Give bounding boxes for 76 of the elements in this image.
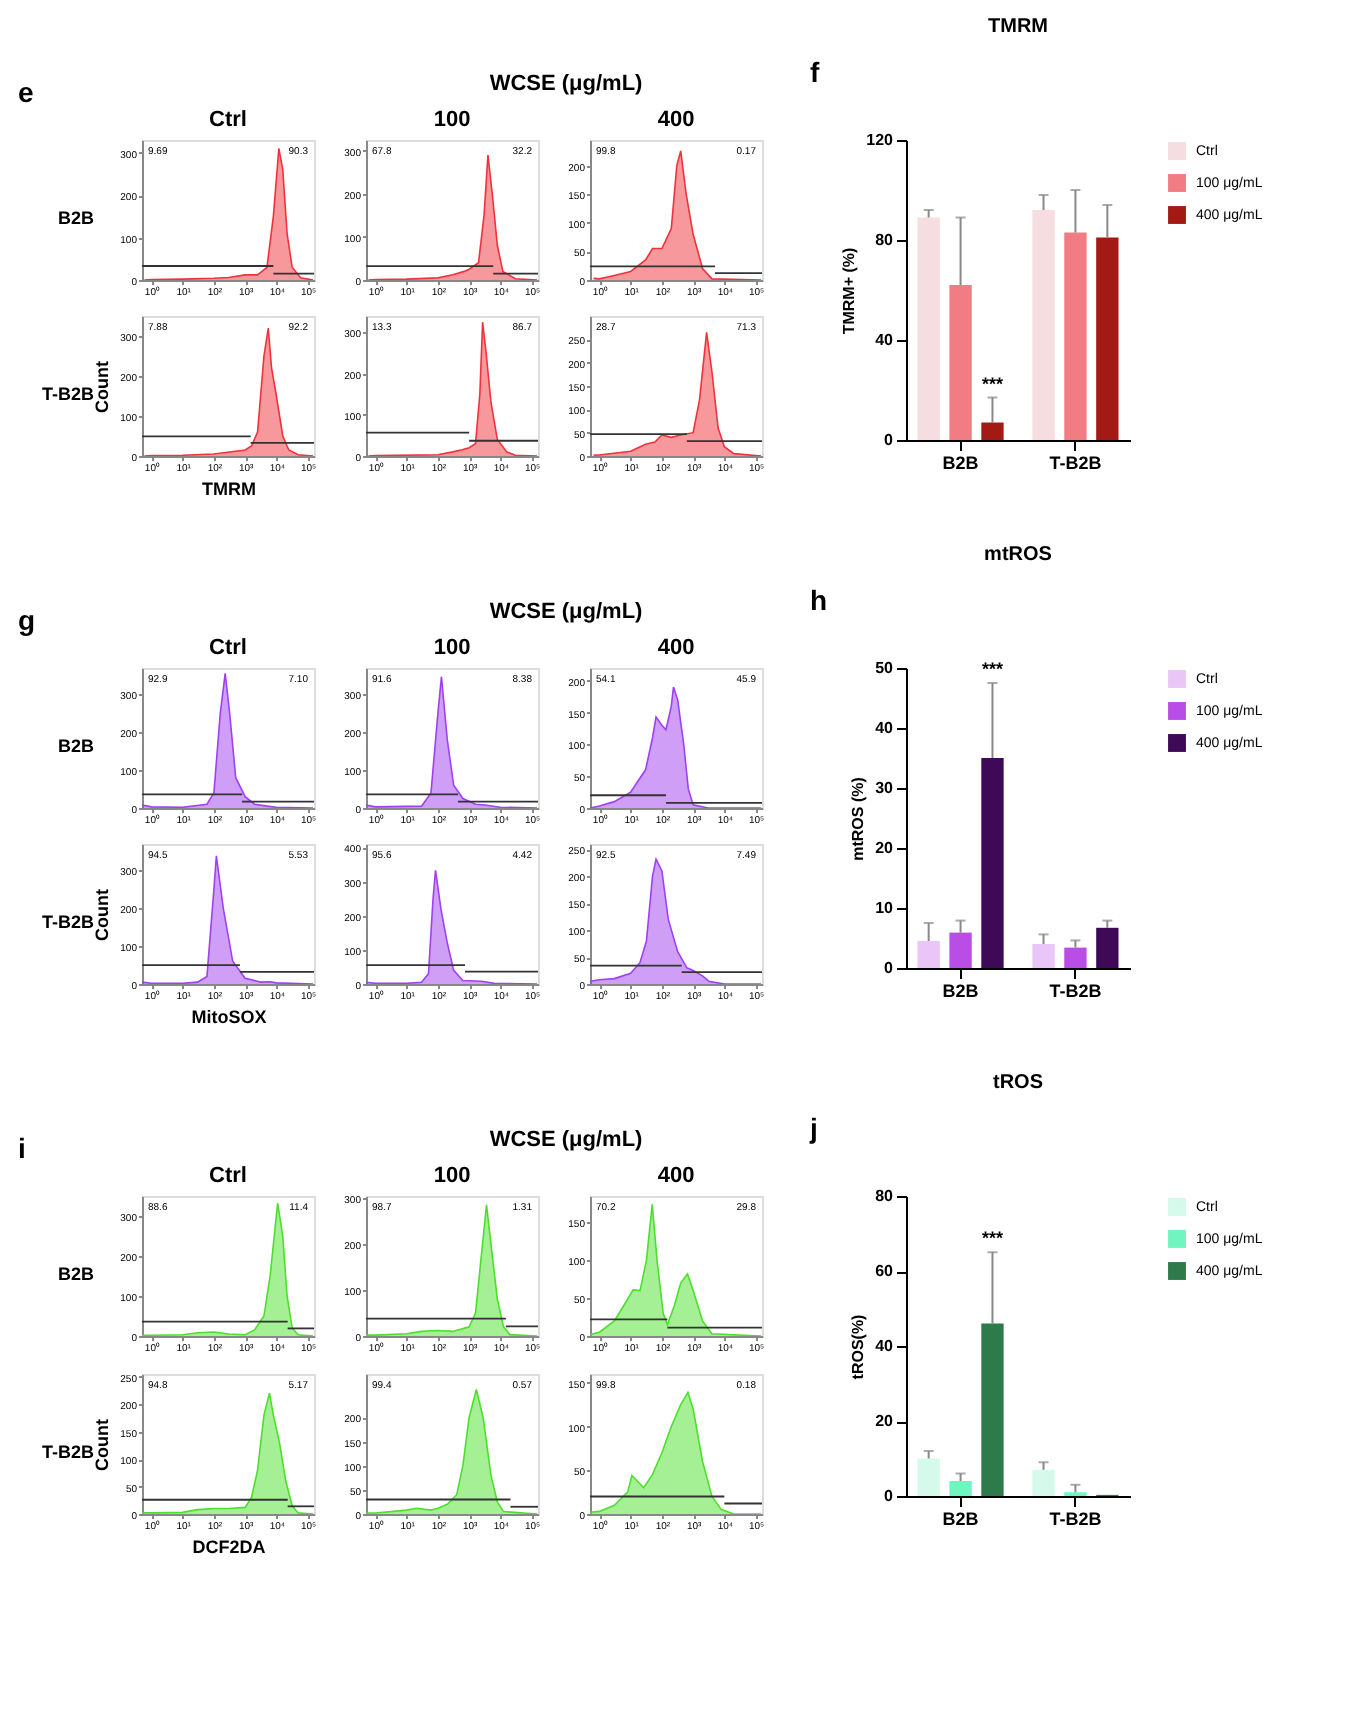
chart-title: mtROS	[984, 544, 1053, 566]
y-axis-title: Count	[92, 889, 113, 941]
bar	[1096, 927, 1119, 968]
annotation: ***	[981, 1228, 1004, 1249]
text: i	[18, 1132, 26, 1164]
annotation: ***	[981, 373, 1004, 394]
y-axis-title: tROS(%)	[849, 1313, 868, 1380]
y-tick-label: 80	[875, 231, 895, 249]
chart-subtitle: WCSE (μg/mL)	[489, 600, 644, 624]
text: T-B2B	[41, 384, 95, 404]
chart-title: 400	[657, 636, 695, 660]
chart-title: 100	[433, 636, 471, 660]
x-axis-title: TMRM	[202, 479, 256, 499]
x-tick-label: T-B2B	[1049, 1509, 1103, 1529]
bar	[917, 941, 940, 968]
chart-title: 100	[433, 108, 471, 132]
bar	[949, 932, 972, 968]
chart-title: Ctrl	[209, 108, 247, 132]
bar	[1064, 947, 1087, 968]
y-tick-label: 40	[875, 1337, 895, 1355]
x-tick-label: T-B2B	[1049, 453, 1103, 473]
y-tick-label: 0	[884, 959, 895, 977]
bar	[949, 285, 972, 440]
chart-title: 400	[657, 108, 695, 132]
y-tick-label: 0	[884, 1487, 895, 1505]
chart-title: Ctrl	[209, 636, 247, 660]
text: e	[18, 76, 34, 108]
chart-subtitle: WCSE (μg/mL)	[489, 1128, 644, 1152]
y-tick-label: 10	[875, 899, 895, 917]
bar	[917, 1458, 940, 1496]
chart-title: 100	[433, 1164, 471, 1188]
bar	[1096, 237, 1119, 440]
y-tick-label: 60	[875, 1262, 895, 1280]
bar	[917, 217, 940, 440]
y-axis-title: Count	[92, 361, 113, 413]
text: h	[810, 584, 828, 616]
x-axis-title: MitoSOX	[191, 1007, 267, 1027]
y-tick-label: 30	[875, 779, 895, 797]
text: g	[18, 604, 36, 636]
y-axis-title: mtROS (%)	[849, 776, 868, 861]
chart-title: TMRM	[988, 16, 1048, 38]
bar	[1032, 1469, 1055, 1496]
y-tick-label: 40	[875, 719, 895, 737]
bar	[981, 422, 1004, 440]
chart-title: tROS	[993, 1072, 1044, 1094]
y-tick-label: 40	[875, 331, 895, 349]
y-axis-title: Count	[92, 1419, 113, 1471]
bar	[981, 1323, 1004, 1496]
x-tick-label: B2B	[942, 453, 980, 473]
x-tick-label: B2B	[942, 1509, 980, 1529]
annotation: ***	[981, 659, 1004, 679]
y-tick-label: 20	[875, 839, 895, 857]
bar	[981, 758, 1004, 968]
y-axis-title: TMRM+ (%)	[840, 247, 859, 335]
bar	[1064, 232, 1087, 440]
bar	[1032, 944, 1055, 968]
y-tick-label: 0	[884, 431, 895, 449]
text: T-B2B	[41, 1442, 95, 1462]
x-tick-label: B2B	[942, 981, 980, 1001]
x-tick-label: T-B2B	[1049, 981, 1103, 1001]
text: T-B2B	[41, 912, 95, 932]
text: j	[808, 1112, 818, 1144]
y-tick-label: 120	[866, 131, 895, 149]
x-axis-title: DCF2DA	[192, 1537, 267, 1557]
text: f	[810, 56, 820, 88]
text: B2B	[57, 736, 95, 756]
bar	[1032, 210, 1055, 440]
y-tick-label: 50	[875, 659, 895, 677]
y-tick-label: 20	[875, 1412, 895, 1430]
bar	[949, 1481, 972, 1496]
chart-title: Ctrl	[209, 1164, 247, 1188]
y-tick-label: 80	[875, 1187, 895, 1205]
chart-title: 400	[657, 1164, 695, 1188]
chart-subtitle: WCSE (μg/mL)	[489, 72, 644, 96]
text: B2B	[57, 1264, 95, 1284]
text: B2B	[57, 208, 95, 228]
